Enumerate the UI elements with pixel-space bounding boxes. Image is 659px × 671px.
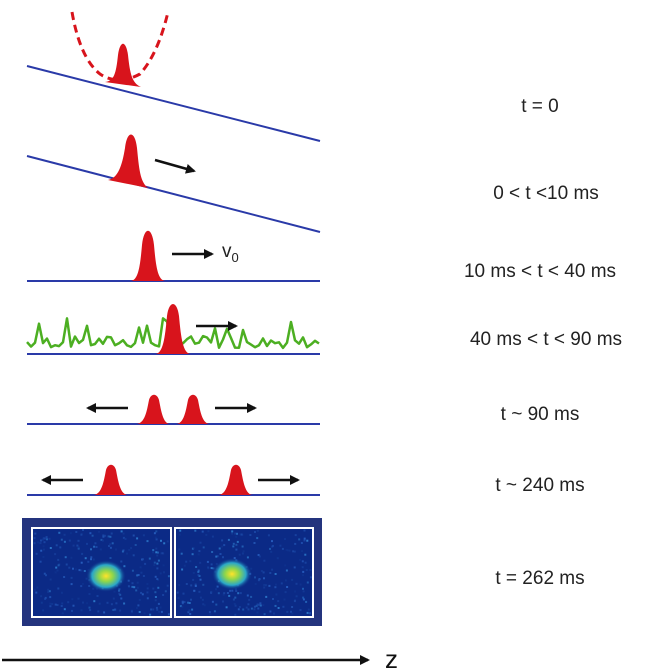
atom-packet-left [136,394,170,424]
panel-t5: t ~ 240 ms [27,464,585,496]
time-label: t = 262 ms [495,568,584,589]
panel-t0: t = 0 [26,11,559,142]
time-label: t ~ 90 ms [501,404,580,425]
time-label: 0 < t <10 ms [493,183,599,204]
atom-packet [130,230,166,281]
image-noise [33,529,312,616]
panel-t1: 0 < t <10 ms [26,134,599,233]
time-label: 10 ms < t < 40 ms [464,261,616,282]
time-label: 40 ms < t < 90 ms [470,329,622,350]
atom-cloud-left [86,560,126,592]
harmonic-trap-potential [70,11,170,82]
panel-t2: v0 10 ms < t < 40 ms [27,230,616,282]
atom-packet-right [176,394,210,424]
time-label: t = 0 [521,96,559,117]
atom-packet [108,134,148,188]
panel-t6: t = 262 ms [22,518,585,626]
atom-packet [105,43,141,87]
z-axis-label: z [385,644,398,671]
motion-arrow [154,158,196,174]
atom-packet-right [218,464,253,495]
panel-t4: t ~ 90 ms [27,394,580,425]
velocity-label: v0 [222,241,239,265]
atom-packet-left [93,464,128,495]
tilted-baseline [26,155,321,233]
atom-packet [155,304,191,354]
panel-t3: 40 ms < t < 90 ms [26,304,622,355]
z-axis: z [2,644,398,671]
tilted-baseline [26,65,321,142]
time-label: t ~ 240 ms [495,475,584,496]
atom-cloud-right [212,558,252,590]
